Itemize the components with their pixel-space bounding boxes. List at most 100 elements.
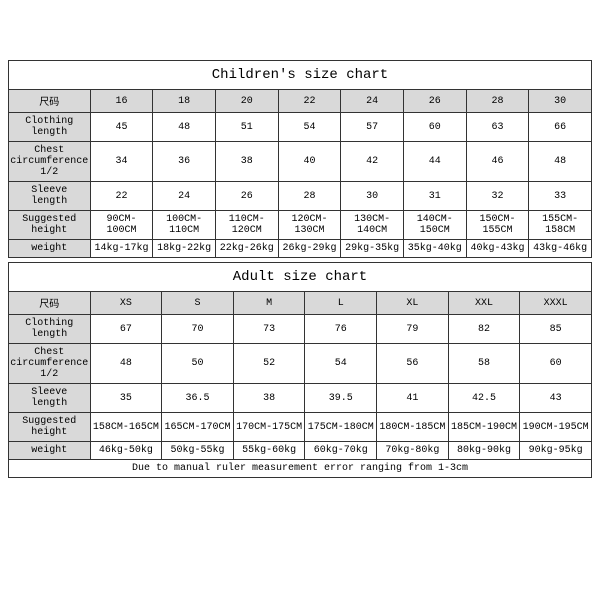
cell: 60 [403,113,466,142]
cell: 180CM-185CM [377,413,449,442]
cell: 38 [233,384,305,413]
cell: 42.5 [448,384,520,413]
table-row: Chestcircumference1/23436384042444648 [9,142,592,182]
children-size-table: Children's size chart尺码1618202224262830C… [8,60,592,258]
row-label: Suggestedheight [9,211,91,240]
cell: 55kg-60kg [233,442,305,460]
cell: 140CM-150CM [403,211,466,240]
cell: 57 [341,113,404,142]
cell: 41 [377,384,449,413]
adult-size-table: Adult size chart尺码XSSMLXLXXLXXXLClothing… [8,262,592,478]
cell: 34 [90,142,153,182]
cell: 73 [233,315,305,344]
cell: 76 [305,315,377,344]
cell: 26kg-29kg [278,240,341,258]
cell: 36.5 [162,384,234,413]
table-row: Sleevelength2224262830313233 [9,182,592,211]
cell: 26 [215,182,278,211]
col-header: 18 [153,90,216,113]
cell: 50kg-55kg [162,442,234,460]
header-row: 尺码XSSMLXLXXLXXXL [9,292,592,315]
cell: 46 [466,142,529,182]
cell: 28 [278,182,341,211]
cell: 29kg-35kg [341,240,404,258]
header-row: 尺码1618202224262830 [9,90,592,113]
cell: 67 [90,315,162,344]
cell: 130CM-140CM [341,211,404,240]
table-row: Sleevelength3536.53839.54142.543 [9,384,592,413]
cell: 54 [278,113,341,142]
cell: 60 [520,344,592,384]
measurement-note: Due to manual ruler measurement error ra… [9,460,592,478]
cell: 58 [448,344,520,384]
cell: 90kg-95kg [520,442,592,460]
col-header: M [233,292,305,315]
table-row: Chestcircumference1/248505254565860 [9,344,592,384]
cell: 80kg-90kg [448,442,520,460]
cell: 56 [377,344,449,384]
table-row: Clothinglength4548515457606366 [9,113,592,142]
col-header: 26 [403,90,466,113]
cell: 70 [162,315,234,344]
cell: 22 [90,182,153,211]
row-label: weight [9,240,91,258]
col-header: 尺码 [9,292,91,315]
cell: 150CM-155CM [466,211,529,240]
cell: 110CM-120CM [215,211,278,240]
row-label: Chestcircumference1/2 [9,344,91,384]
cell: 38 [215,142,278,182]
cell: 36 [153,142,216,182]
cell: 170CM-175CM [233,413,305,442]
cell: 42 [341,142,404,182]
cell: 63 [466,113,529,142]
row-label: Clothinglength [9,113,91,142]
cell: 60kg-70kg [305,442,377,460]
col-header: 30 [529,90,592,113]
cell: 35 [90,384,162,413]
col-header: 16 [90,90,153,113]
cell: 158CM-165CM [90,413,162,442]
cell: 52 [233,344,305,384]
cell: 50 [162,344,234,384]
cell: 175CM-180CM [305,413,377,442]
col-header: 28 [466,90,529,113]
cell: 30 [341,182,404,211]
table-row: weight46kg-50kg50kg-55kg55kg-60kg60kg-70… [9,442,592,460]
cell: 46kg-50kg [90,442,162,460]
table-title: Adult size chart [9,263,592,292]
cell: 40 [278,142,341,182]
cell: 48 [529,142,592,182]
cell: 54 [305,344,377,384]
row-label: Chestcircumference1/2 [9,142,91,182]
cell: 120CM-130CM [278,211,341,240]
cell: 85 [520,315,592,344]
cell: 185CM-190CM [448,413,520,442]
cell: 24 [153,182,216,211]
table-row: Suggestedheight158CM-165CM165CM-170CM170… [9,413,592,442]
col-header: XXXL [520,292,592,315]
cell: 165CM-170CM [162,413,234,442]
row-label: weight [9,442,91,460]
cell: 43 [520,384,592,413]
table-row: Clothinglength67707376798285 [9,315,592,344]
cell: 32 [466,182,529,211]
row-label: Sleevelength [9,384,91,413]
cell: 100CM-110CM [153,211,216,240]
col-header: 尺码 [9,90,91,113]
col-header: 20 [215,90,278,113]
cell: 22kg-26kg [215,240,278,258]
col-header: S [162,292,234,315]
cell: 48 [153,113,216,142]
cell: 70kg-80kg [377,442,449,460]
cell: 190CM-195CM [520,413,592,442]
col-header: 24 [341,90,404,113]
cell: 45 [90,113,153,142]
col-header: XS [90,292,162,315]
table-row: weight14kg-17kg18kg-22kg22kg-26kg26kg-29… [9,240,592,258]
row-label: Suggestedheight [9,413,91,442]
cell: 48 [90,344,162,384]
cell: 18kg-22kg [153,240,216,258]
cell: 66 [529,113,592,142]
cell: 44 [403,142,466,182]
row-label: Clothinglength [9,315,91,344]
